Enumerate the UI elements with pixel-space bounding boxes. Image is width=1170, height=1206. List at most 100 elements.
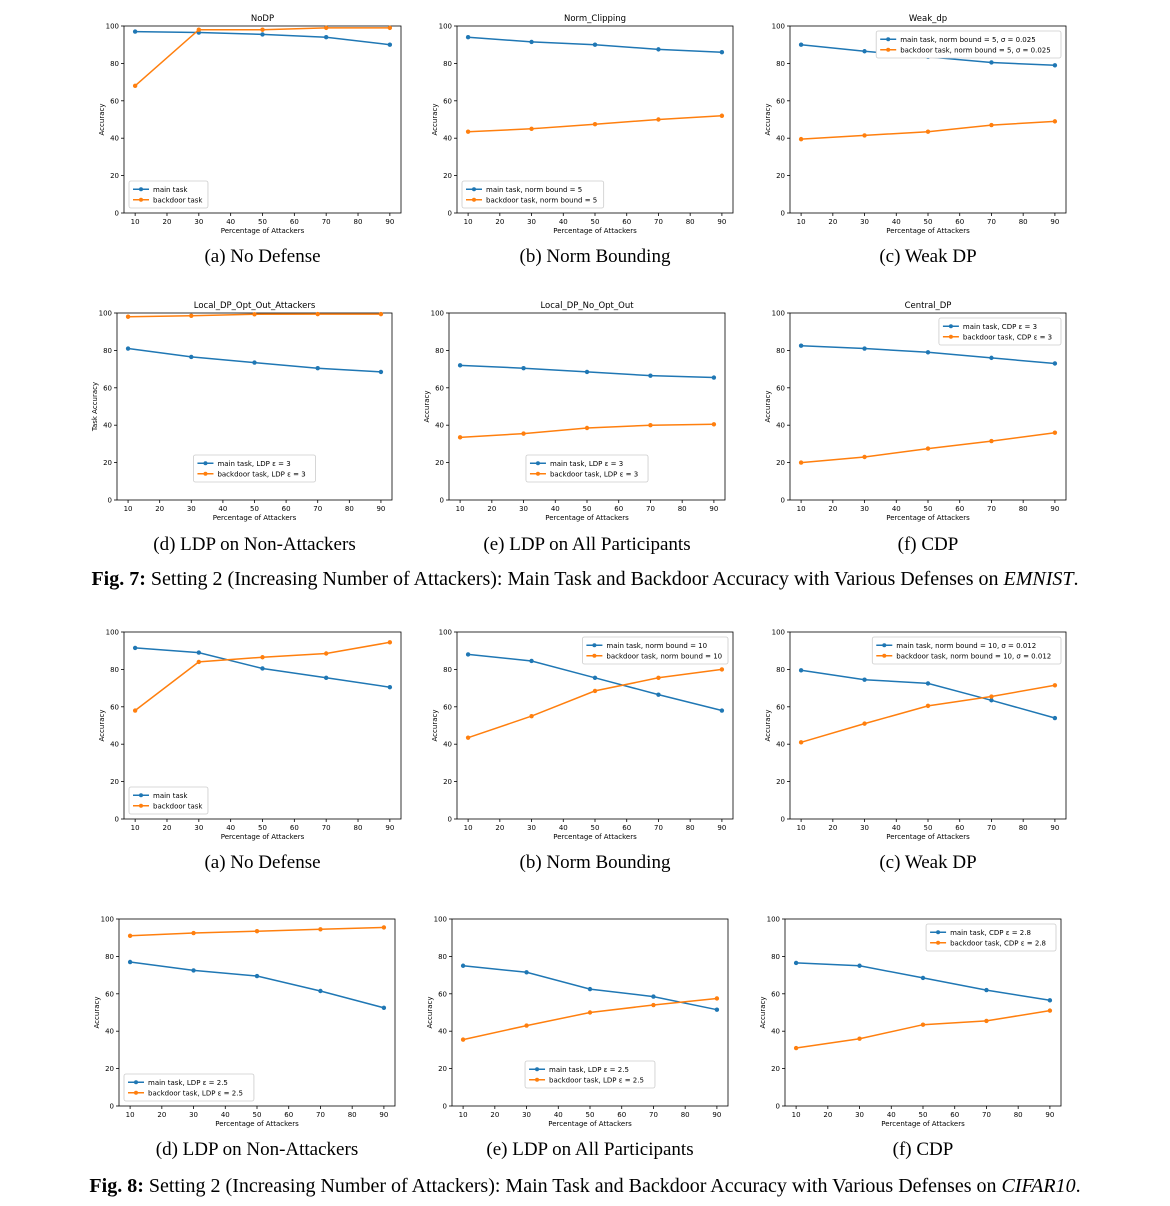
x-tick-label: 90 <box>709 505 718 513</box>
data-point <box>925 703 931 709</box>
legend-box <box>524 1060 656 1089</box>
data-point <box>1052 683 1058 688</box>
y-tick-label: 40 <box>443 741 452 749</box>
sub-caption: (b) Norm Bounding <box>520 852 671 873</box>
y-tick-label: 0 <box>448 816 452 824</box>
chart-panel: 10 20 30 40 50 60 70 80 90 0 20 40 60 80 100 Norm_Clipp… <box>431 14 734 267</box>
data-point <box>318 927 323 932</box>
sub-caption: (c) Weak DP <box>879 246 976 267</box>
data-point <box>465 35 471 40</box>
x-tick-label: 70 <box>654 218 663 226</box>
legend-label: backdoor task <box>153 196 203 204</box>
data-point <box>592 42 598 47</box>
x-tick-label: 20 <box>828 824 837 832</box>
x-tick-label: 60 <box>290 218 299 226</box>
data-point <box>252 360 257 365</box>
x-tick-label: 90 <box>379 1111 388 1119</box>
chart-panel: 10 20 30 40 50 60 70 80 90 0 20 40 60 80 100 Percentage… <box>764 629 1067 873</box>
data-point <box>196 27 202 32</box>
chart-panel: 10 20 30 40 50 60 70 80 90 0 20 40 60 80 100 Percentage… <box>93 916 396 1160</box>
legend-marker <box>535 1067 540 1072</box>
sub-caption: (f) CDP <box>898 534 959 555</box>
data-point <box>521 365 526 371</box>
x-axis-label: Percentage of Attackers <box>215 1120 299 1128</box>
x-tick-label: 90 <box>1050 505 1059 513</box>
legend-marker <box>203 461 208 466</box>
x-tick-label: 50 <box>258 218 267 226</box>
y-tick-label: 60 <box>771 990 780 998</box>
x-tick-label: 40 <box>226 218 235 226</box>
x-tick-label: 40 <box>559 218 568 226</box>
y-tick-label: 100 <box>772 629 785 637</box>
x-axis-label: Percentage of Attackers <box>881 1120 965 1128</box>
legend: main task, LDP ε = 3 backdoor task, LDP ε… <box>525 454 649 483</box>
legend-box <box>938 317 1062 346</box>
chart-title: Central_DP <box>905 301 952 311</box>
legend-label: main task, CDP ε = 3 <box>963 323 1037 331</box>
y-tick-label: 80 <box>443 60 452 68</box>
x-tick-label: 90 <box>1050 218 1059 226</box>
y-tick-label: 60 <box>776 703 785 711</box>
sub-caption: (d) LDP on Non-Attackers <box>156 1139 358 1160</box>
chart-title: NoDP <box>251 14 274 24</box>
legend-marker <box>535 1077 540 1082</box>
data-point <box>323 25 329 31</box>
y-tick-label: 0 <box>781 497 785 505</box>
data-point <box>857 963 862 968</box>
data-point <box>260 666 265 671</box>
caption-text: Setting 2 (Increasing Number of Attacker… <box>148 1175 997 1197</box>
legend: main task backdoor task <box>128 786 209 815</box>
x-tick-label: 10 <box>131 824 140 832</box>
x-tick-label: 20 <box>828 218 837 226</box>
x-tick-label: 60 <box>955 218 964 226</box>
data-point <box>656 692 661 697</box>
y-tick-label: 0 <box>115 816 119 824</box>
y-tick-label: 80 <box>110 666 119 674</box>
x-tick-label: 50 <box>586 1111 595 1119</box>
y-tick-label: 80 <box>776 60 785 68</box>
data-point <box>125 346 131 351</box>
data-point <box>1052 361 1058 366</box>
data-point <box>920 975 926 981</box>
caption-label: Fig. 7: <box>91 568 146 590</box>
x-axis-label: Percentage of Attackers <box>553 833 637 841</box>
data-point <box>465 735 471 740</box>
data-point <box>989 60 994 65</box>
x-tick-label: 20 <box>828 505 837 513</box>
y-tick-label: 20 <box>443 778 452 786</box>
data-point <box>381 925 387 930</box>
legend-marker <box>535 461 540 466</box>
data-point <box>656 675 661 681</box>
sub-caption: (a) No Defense <box>204 246 320 267</box>
chart-panel: 10 20 30 40 50 60 70 80 90 0 20 40 60 80 100 Weak_dp Per… <box>764 14 1067 267</box>
legend: main task backdoor task <box>128 180 209 209</box>
x-tick-label: 20 <box>163 824 172 832</box>
x-tick-label: 90 <box>376 505 385 513</box>
x-tick-label: 80 <box>1019 824 1028 832</box>
series-line <box>800 684 1056 744</box>
x-tick-label: 50 <box>253 1111 262 1119</box>
data-point <box>714 996 720 1001</box>
legend-box <box>193 454 316 483</box>
y-tick-label: 40 <box>110 741 119 749</box>
data-point <box>862 346 867 351</box>
x-tick-label: 30 <box>855 1111 864 1119</box>
data-point <box>323 651 329 656</box>
data-point <box>656 117 661 122</box>
y-tick-label: 100 <box>106 23 119 31</box>
y-tick-label: 60 <box>776 97 785 105</box>
chart-title: Local_DP_No_Opt_Out <box>540 301 634 311</box>
data-point <box>648 373 653 378</box>
legend: main task, LDP ε = 3 backdoor task, LDP ε… <box>193 454 316 483</box>
y-tick-label: 20 <box>776 778 785 786</box>
data-point <box>719 667 725 672</box>
chart-title: Norm_Clipping <box>564 14 626 24</box>
x-tick-label: 70 <box>646 505 655 513</box>
data-point <box>125 314 131 319</box>
data-point <box>521 431 526 436</box>
legend-label: main task, LDP ε = 3 <box>550 460 623 468</box>
x-tick-label: 40 <box>559 824 568 832</box>
caption-dataset: CIFAR10 <box>1001 1175 1076 1197</box>
y-tick-label: 40 <box>443 135 452 143</box>
x-tick-label: 40 <box>892 505 901 513</box>
